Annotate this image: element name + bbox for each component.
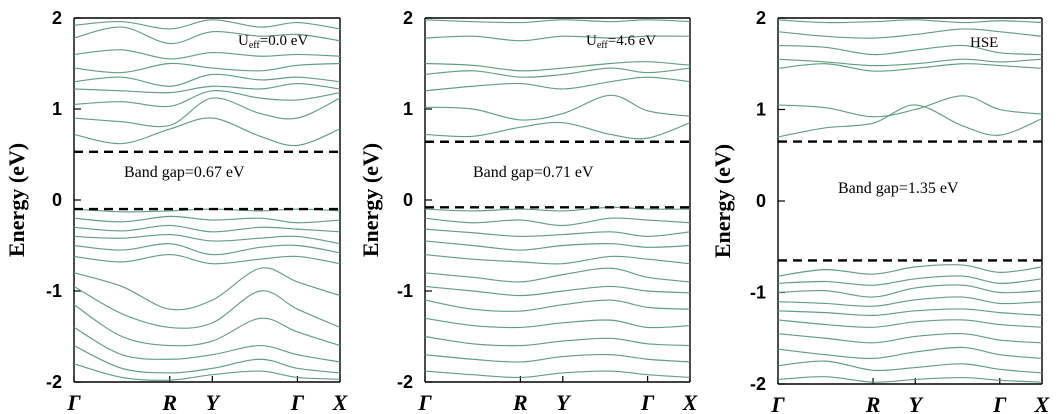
panel-2-kpoint-label: R [512,390,528,414]
panel-1-u-eff-label: Ueff=0.0 eV [238,33,308,51]
panel-1-band-line-8 [73,26,341,45]
panel-2-band-line-17 [424,335,691,347]
panel-3-ytick-label: 0 [756,191,766,211]
panel-3-band-line-6 [777,28,1043,39]
panel-2-band-gap-label: Band gap=0.71 eV [473,164,594,181]
panel-3-ytick-label: 2 [756,8,766,28]
panel-2-ytick-label: 1 [403,99,413,119]
panel-2-ytick-label: 0 [403,190,413,210]
panel-2-ytick-label: 2 [403,8,413,28]
panel-3-kpoint-label: X [1034,392,1051,414]
panel-2-kpoint-label: Γ [640,390,655,414]
panel-3-band-line-17 [777,376,1043,383]
panel-2-band-line-13 [424,267,691,283]
panel-3-band-line-1 [777,104,1043,138]
panel-1-band-line-16 [73,267,341,311]
panel-3-band-line-12 [777,308,1043,316]
panel-1-kpoint-label: Γ [290,390,305,414]
panel-1-band-line-14 [73,243,341,256]
panel-2-band-line-11 [424,240,691,251]
panel-3-band-line-7 [777,19,1043,24]
panel-2-band-line-1 [424,121,691,140]
panel-3-kpoint-label: Y [909,392,925,414]
panel-2-band-line-15 [424,299,691,312]
panel-1-band-line-11 [73,215,341,224]
panel-3-band-line-10 [777,284,1043,298]
panel-2-ytick-label: -2 [397,372,413,392]
panel-3-ytick-label: -1 [750,283,766,303]
panel-2-band-line-2 [424,94,691,121]
panel-1-band-line-18 [73,304,341,347]
panel-3-ytick-label: 1 [756,100,766,120]
panel-1-ytick-label: 1 [52,99,62,119]
panel-3-band-line-16 [777,360,1043,374]
panel-2-band-line-9 [424,217,691,227]
panel-3-band-line-9 [777,275,1043,286]
panel-2-band-line-19 [424,370,691,379]
panel-2-kpoint-label: Y [556,390,572,414]
panel-1-band-line-19 [73,326,341,363]
panel-2-band-line-3 [424,76,691,92]
panel-2-y-axis-label: Energy (eV) [358,143,383,257]
panel-1-y-axis-label: Energy (eV) [4,143,29,257]
panel-3-kpoint-label: R [865,392,881,414]
panel-1-band-line-15 [73,254,341,265]
panel-1-kpoint-label: R [161,390,177,414]
panel-2-band-line-6 [424,35,691,42]
panel-3-method-label: HSE [970,35,998,51]
panel-2-band-line-7 [424,19,691,24]
panel-2-kpoint-label: X [682,390,699,414]
panel-3-band-line-11 [777,296,1043,307]
panel-1-band-line-20 [73,345,341,374]
panel-2-band-line-18 [424,354,691,363]
panel-1-band-line-6 [73,62,341,74]
panel-3-band-line-14 [777,332,1043,344]
panel-3-band-line-13 [777,319,1043,328]
panel-1-band-line-13 [73,234,341,245]
panel-1-kpoint-label: Γ [66,390,81,414]
panel-1-band-line-1 [73,117,341,147]
panel-3-y-axis-label: Energy (eV) [710,144,735,258]
panel-3-band-line-5 [777,44,1043,56]
panel-1-band-line-17 [73,285,341,329]
panel-1-ytick-label: -1 [46,281,62,301]
panel-1-band-line-21 [73,363,341,381]
panel-3-kpoint-label: Γ [992,392,1007,414]
panel-1-band-line-9 [73,19,341,30]
panel-3-band-gap-label: Band gap=1.35 eV [838,180,959,197]
panel-3-band-line-2 [777,95,1043,118]
panel-2-band-line-12 [424,254,691,265]
panel-2-band-line-16 [424,317,691,329]
panel-3-band-line-3 [777,63,1043,72]
panel-3-band-line-15 [777,346,1043,359]
panel-1-band-line-12 [73,224,341,233]
panel-1-band-line-5 [73,73,341,87]
panel-1-ytick-label: 0 [52,190,62,210]
panel-1-ytick-label: 2 [52,8,62,28]
panel-2-kpoint-label: Γ [417,390,432,414]
panel-2-band-line-10 [424,228,691,238]
panel-2-ytick-label: -1 [397,281,413,301]
panel-3-kpoint-label: Γ [770,392,785,414]
panel-1-band-line-4 [73,82,341,94]
panel-1-band-line-2 [73,97,341,128]
panel-1-band-line-7 [73,49,341,60]
panel-1-band-line-3 [73,90,341,108]
panel-2-u-eff-label: Ueff=4.6 eV [586,33,656,51]
panel-1-kpoint-label: X [332,390,349,414]
panel-2-band-line-14 [424,285,691,297]
panel-3-ytick-label: -2 [750,374,766,394]
panel-2-band-line-4 [424,67,691,78]
panel-3-band-line-8 [777,264,1043,277]
panel-3-band-line-4 [777,58,1043,67]
panel-1-ytick-label: -2 [46,372,62,392]
panel-1-kpoint-label: Y [206,390,222,414]
panel-2-band-line-5 [424,61,691,72]
panel-1-band-gap-label: Band gap=0.67 eV [124,164,245,181]
panel-2-band-line-8 [424,206,691,212]
